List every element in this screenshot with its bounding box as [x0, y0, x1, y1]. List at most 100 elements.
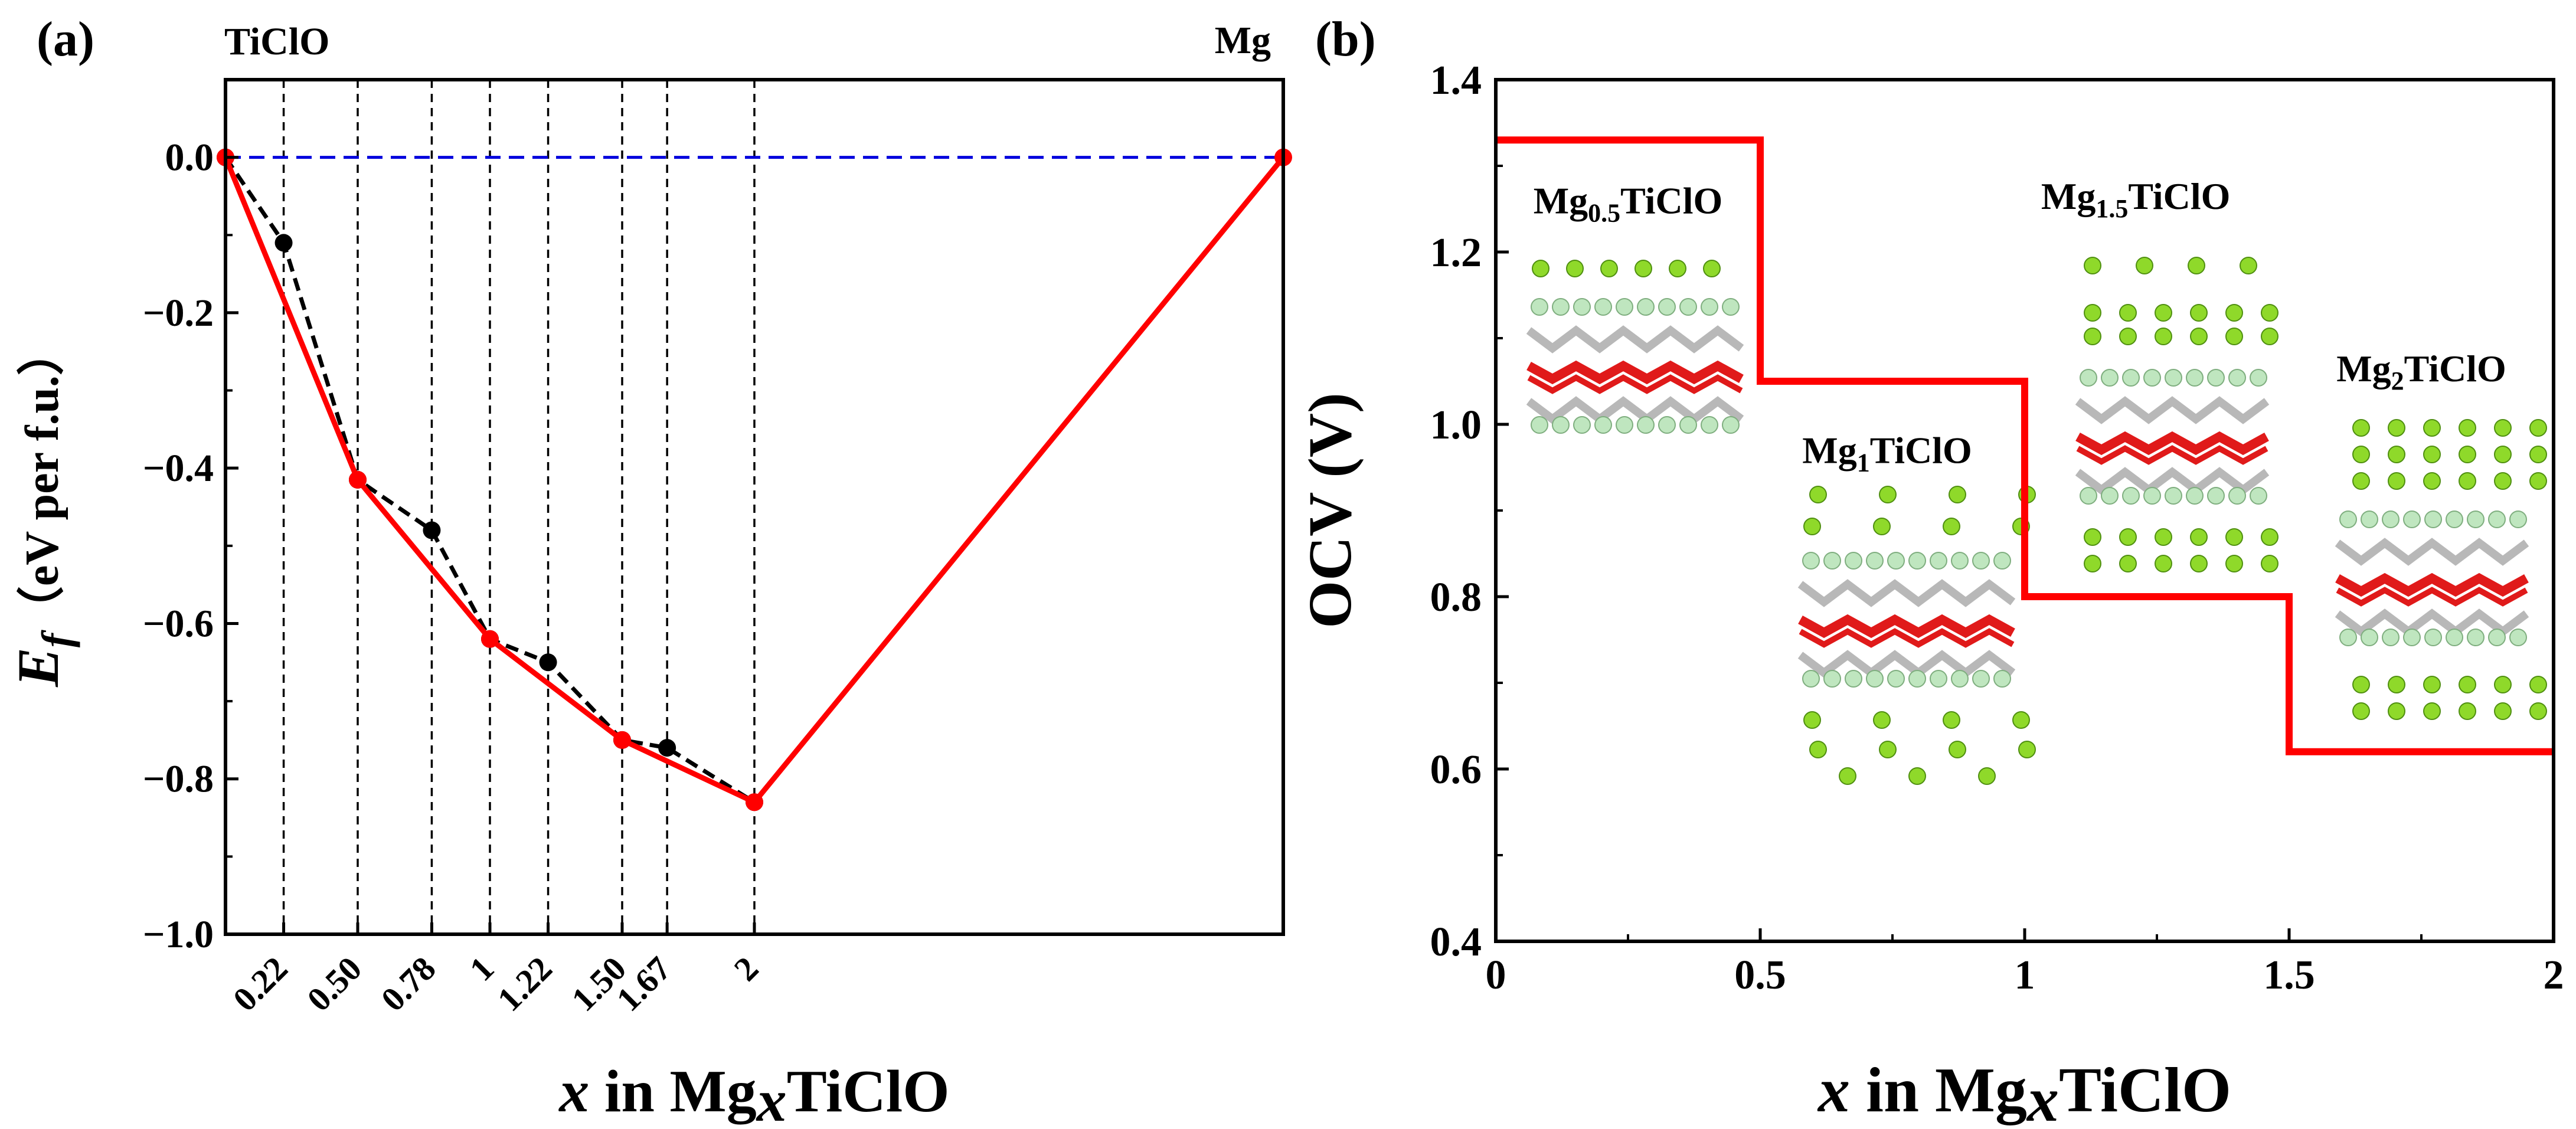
cl-atom: [2488, 510, 2506, 528]
y-tick-label-a: −0.8: [143, 758, 214, 801]
crystal-mg2: [2335, 419, 2547, 720]
mg-atom: [2423, 446, 2441, 463]
o-bond: [2335, 572, 2529, 597]
o-bond: [1798, 614, 2015, 639]
cl-atom: [2165, 487, 2182, 505]
cl-atom: [2339, 629, 2357, 646]
ti-bond: [1797, 650, 2016, 678]
cl-atom: [1531, 416, 1548, 434]
ti-bond: [1526, 325, 1744, 354]
mg-atom: [1803, 711, 1821, 729]
cl-atom: [2403, 510, 2421, 528]
mg-atom: [2494, 419, 2512, 437]
cl-atom: [2143, 487, 2161, 505]
mg-atom: [2190, 555, 2208, 572]
cl-atom: [2467, 629, 2485, 646]
mg-atom: [2119, 304, 2137, 322]
mg-atom: [2084, 555, 2101, 572]
cl-atom: [1866, 670, 1884, 688]
crystal-mg05: [1526, 260, 1744, 434]
mg-atom: [2012, 711, 2030, 729]
x-tick-label-b: 0: [1486, 953, 1506, 998]
svg-text:Ef（eV per f.u.）: Ef（eV per f.u.）: [5, 328, 80, 688]
mg-atom: [2459, 702, 2476, 720]
y-tick-label-a: −1.0: [143, 913, 214, 956]
convex-hull-point: [349, 470, 367, 489]
cl-atom: [1552, 298, 1570, 316]
mg-atom: [2225, 304, 2243, 322]
ti-bond: [2335, 608, 2529, 637]
cl-atom: [1972, 552, 1990, 570]
cl-atom: [2101, 487, 2119, 505]
ti-bond: [2335, 538, 2529, 566]
annotation-mg15: Mg1.5TiClO: [2041, 175, 2231, 223]
mg-atom: [2225, 555, 2243, 572]
y-axis-ticks-b: 0.4 0.6 0.8 1.0 1.2 1.4: [1430, 58, 1509, 965]
x-axis-label-b: x in MgxTiClO: [1817, 1055, 2231, 1129]
mg-atom: [2494, 472, 2512, 490]
mg-atom: [1873, 711, 1891, 729]
cl-atom: [2424, 510, 2442, 528]
mg-atom: [1879, 486, 1897, 503]
cl-atom: [1993, 670, 2011, 688]
mg-atom: [2529, 419, 2547, 437]
mg-atom: [2388, 472, 2405, 490]
cl-atom: [1552, 416, 1570, 434]
cl-atom: [2122, 487, 2140, 505]
cl-atom: [1616, 298, 1633, 316]
cl-atom: [1594, 298, 1612, 316]
convex-hull-line: [223, 155, 1286, 805]
cl-atom: [1887, 552, 1905, 570]
panel-a: (a) TiClO Mg 0.0 −0.2 −0.4 −0.6 −0.8 −1.0 0.2…: [5, 12, 1292, 1129]
cl-atom: [1722, 416, 1740, 434]
mg-atom: [1873, 518, 1891, 535]
mg-atom: [2494, 446, 2512, 463]
mg-atom: [1943, 518, 1960, 535]
mg-atom: [2423, 472, 2441, 490]
mg-atom: [2155, 304, 2172, 322]
formation-energy-point: [274, 234, 293, 252]
mg-atom: [1978, 767, 1996, 785]
mg-atom: [1839, 767, 1856, 785]
mg-atom: [2352, 446, 2370, 463]
mg-atom: [2155, 328, 2172, 345]
mg-atom: [2225, 528, 2243, 546]
cl-atom: [2165, 369, 2182, 387]
cl-atom: [2228, 487, 2246, 505]
mg-atom: [2084, 328, 2101, 345]
mg-atom: [2388, 702, 2405, 720]
mg-atom: [2388, 419, 2405, 437]
annotation-mg05: Mg0.5TiClO: [1534, 179, 1723, 227]
o-bond: [2076, 445, 2268, 465]
cl-atom: [1823, 552, 1841, 570]
x-tick-label-a: 1.67: [609, 949, 679, 1019]
mg-atom: [2261, 528, 2278, 546]
panel-b: (b) Mg0.5TiClO Mg1TiClO Mg1.5TiClO Mg2Ti…: [1296, 12, 2564, 1129]
mg-atom: [1532, 260, 1549, 277]
cl-atom: [1908, 670, 1926, 688]
cl-atom: [2403, 629, 2421, 646]
cl-atom: [1594, 416, 1612, 434]
ti-bond: [1526, 396, 1744, 424]
cl-atom: [1658, 298, 1676, 316]
ti-bond: [2075, 467, 2270, 495]
cl-atom: [1866, 552, 1884, 570]
cl-atom: [1908, 552, 1926, 570]
mg-atom: [2261, 304, 2278, 322]
mg-atom: [2388, 446, 2405, 463]
mg-atom: [1809, 741, 1827, 758]
cl-atom: [2143, 369, 2161, 387]
cl-atom: [1637, 416, 1655, 434]
mg-atom: [2136, 257, 2153, 274]
mg-atom: [2155, 555, 2172, 572]
x-tick-label-a: 0.22: [225, 949, 295, 1019]
cl-atom: [1802, 552, 1820, 570]
cl-atom: [2509, 510, 2527, 528]
mg-atom: [2388, 676, 2405, 693]
annotation-mg1: Mg1TiClO: [1802, 430, 1972, 477]
cl-atom: [1701, 416, 1718, 434]
mg-atom: [1949, 486, 1966, 503]
x-tick-label-a: 1.22: [490, 949, 560, 1019]
cl-atom: [1951, 552, 1969, 570]
